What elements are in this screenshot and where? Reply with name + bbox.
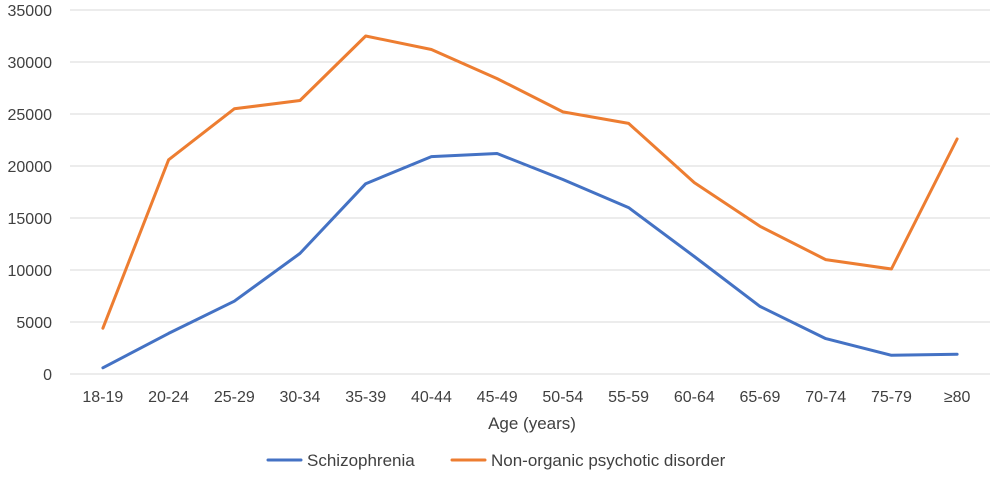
x-tick-label: 75-79 bbox=[871, 389, 912, 406]
y-tick-label: 15000 bbox=[8, 211, 53, 228]
x-tick-label: 40-44 bbox=[411, 389, 452, 406]
x-axis-tick-labels: 18-19 20-24 25-29 30-34 35-39 40-44 45-49 50-54… bbox=[82, 389, 970, 406]
y-tick-label: 25000 bbox=[8, 107, 53, 124]
series-line-schizophrenia bbox=[101, 152, 959, 370]
x-tick-label: 65-69 bbox=[740, 389, 781, 406]
x-tick-label: 45-49 bbox=[477, 389, 518, 406]
x-tick-label: ≥80 bbox=[944, 389, 971, 406]
x-tick-label: 70-74 bbox=[805, 389, 846, 406]
x-axis-title: Age (years) bbox=[488, 414, 576, 433]
x-tick-label: 50-54 bbox=[542, 389, 583, 406]
gridlines bbox=[70, 9, 990, 323]
y-tick-label: 20000 bbox=[8, 159, 53, 176]
x-tick-label: 35-39 bbox=[345, 389, 386, 406]
x-tick-label: 18-19 bbox=[82, 389, 123, 406]
x-tick-label: 20-24 bbox=[148, 389, 189, 406]
x-tick-label: 55-59 bbox=[608, 389, 649, 406]
legend-label: Non-organic psychotic disorder bbox=[491, 451, 726, 470]
y-tick-label: 5000 bbox=[16, 315, 52, 332]
x-tick-label: 60-64 bbox=[674, 389, 715, 406]
y-tick-label: 0 bbox=[43, 367, 52, 384]
y-tick-label: 10000 bbox=[8, 263, 53, 280]
series-line-non-organic-psychotic-disorder bbox=[101, 34, 959, 330]
legend: Schizophrenia Non-organic psychotic disor… bbox=[266, 451, 726, 470]
x-tick-label: 25-29 bbox=[214, 389, 255, 406]
y-tick-label: 30000 bbox=[8, 55, 53, 72]
y-axis-tick-labels: 0 5000 10000 15000 20000 25000 30000 35000 bbox=[8, 3, 53, 384]
y-tick-label: 35000 bbox=[8, 3, 53, 20]
legend-label: Schizophrenia bbox=[307, 451, 415, 470]
series-lines bbox=[101, 34, 959, 370]
x-tick-label: 30-34 bbox=[280, 389, 321, 406]
